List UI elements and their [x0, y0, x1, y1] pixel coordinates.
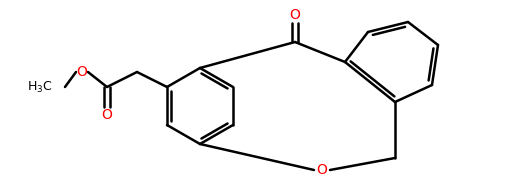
Text: O: O — [77, 65, 88, 79]
Text: O: O — [316, 163, 328, 177]
Text: H$_3$C: H$_3$C — [28, 80, 53, 94]
Text: O: O — [101, 108, 113, 122]
Text: O: O — [290, 8, 301, 22]
